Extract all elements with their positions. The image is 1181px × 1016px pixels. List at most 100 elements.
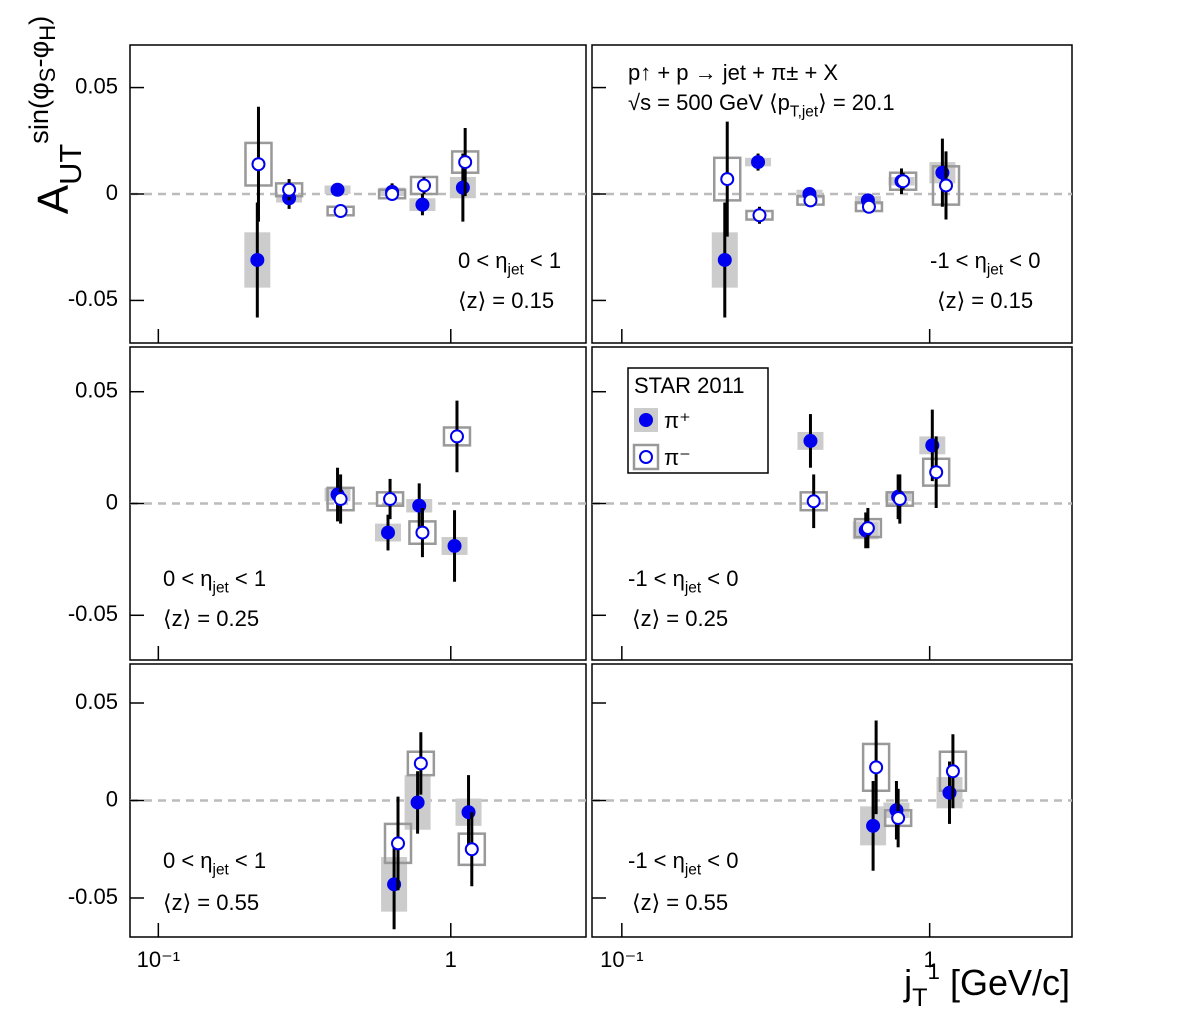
x-tick-label: 10⁻¹: [137, 947, 180, 972]
data-point: [891, 811, 906, 826]
text-part: sin(φ: [23, 82, 54, 144]
text-part: 1: [928, 959, 940, 984]
text-part: ⟩ = 20.1: [818, 90, 894, 115]
data-point: [413, 756, 428, 771]
data-point: [333, 492, 348, 507]
y-tick-label: -0.05: [68, 601, 118, 626]
text-part: < 1: [229, 566, 266, 591]
y-tick-label: 0.05: [75, 73, 118, 98]
data-point: [410, 795, 425, 810]
text-part: p↑ + p → jet + π± + X: [628, 60, 838, 85]
eta-label: 0 < ηjet < 1: [163, 566, 266, 597]
data-point: [458, 155, 473, 170]
data-point: [447, 538, 462, 553]
legend-title: STAR 2011: [634, 373, 744, 398]
x-tick-label: 10⁻¹: [600, 947, 643, 972]
data-point: [250, 252, 265, 267]
data-point: [330, 182, 345, 197]
text-part: jet: [684, 580, 702, 597]
y-tick-label: 0: [106, 786, 118, 811]
title: p↑ + p → jet + π± + X: [628, 60, 838, 85]
text-part: < 1: [524, 248, 561, 273]
text-part: -φ: [23, 41, 54, 68]
data-point: [869, 760, 884, 775]
y-tick-label: -0.05: [68, 286, 118, 311]
title: √s = 500 GeV ⟨pT,jet⟩ = 20.1: [628, 90, 895, 121]
data-point: [417, 178, 432, 193]
data-point: [929, 465, 944, 480]
data-point: [803, 433, 818, 448]
legend-swatch: [632, 443, 660, 471]
data-point: [945, 764, 960, 779]
z-label: ⟨z⟩ = 0.25: [632, 606, 728, 631]
data-point: [717, 252, 732, 267]
text-part: 0 < η: [163, 566, 213, 591]
x-tick-label: 1: [445, 947, 457, 972]
eta-label: -1 < ηjet < 0: [628, 566, 738, 597]
data-point: [803, 193, 818, 208]
data-point: [333, 204, 348, 219]
legend-marker: [639, 450, 653, 464]
data-point: [415, 525, 430, 540]
data-point: [449, 429, 464, 444]
legend-label: π⁻: [664, 445, 691, 470]
text-part: √s = 500 GeV ⟨p: [628, 90, 790, 115]
data-point: [938, 178, 953, 193]
legend-label: π⁺: [664, 408, 691, 433]
data-point: [806, 494, 821, 509]
text-part: H: [35, 25, 60, 41]
text-part: -1 < η: [628, 848, 685, 873]
text-part: -1 < η: [628, 566, 685, 591]
eta-label: 0 < ηjet < 1: [163, 848, 266, 879]
text-part: 0 < η: [458, 248, 508, 273]
x-axis-label: jT1 [GeV/c]: [903, 959, 1070, 1012]
data-point: [385, 187, 400, 201]
z-label: ⟨z⟩ = 0.25: [163, 606, 259, 631]
data-point: [720, 172, 735, 187]
text-part: < 1: [229, 848, 266, 873]
text-part: T,jet: [790, 104, 819, 121]
data-point: [896, 174, 911, 189]
data-point: [391, 836, 406, 851]
text-part: jet: [684, 862, 702, 879]
z-label: ⟨z⟩ = 0.15: [937, 288, 1033, 313]
eta-label: -1 < ηjet < 0: [628, 848, 738, 879]
y-tick-label: -0.05: [68, 884, 118, 909]
y-tick-label: 0.05: [75, 689, 118, 714]
text-part: jet: [507, 262, 525, 279]
text-part: < 0: [701, 566, 738, 591]
y-tick-label: 0: [106, 180, 118, 205]
x-tick-label: 1: [924, 947, 936, 972]
data-point: [861, 199, 876, 214]
z-label: ⟨z⟩ = 0.15: [458, 288, 554, 313]
text-part: S: [35, 68, 60, 83]
text-part: < 0: [701, 848, 738, 873]
z-label: ⟨z⟩ = 0.55: [632, 890, 728, 915]
y-tick-label: 0.05: [75, 378, 118, 403]
text-part: [GeV/c]: [940, 962, 1070, 1003]
text-part: UT: [53, 144, 88, 185]
text-part: ): [23, 16, 54, 25]
z-label: ⟨z⟩ = 0.55: [163, 890, 259, 915]
eta-label: 0 < ηjet < 1: [458, 248, 561, 279]
text-part: j: [903, 962, 912, 1003]
text-part: A: [29, 184, 78, 214]
data-point: [752, 208, 767, 223]
text-part: T: [912, 984, 927, 1012]
data-point: [892, 492, 907, 507]
text-part: 0 < η: [163, 848, 213, 873]
text-part: jet: [212, 580, 230, 597]
data-point: [751, 155, 766, 170]
eta-label: -1 < ηjet < 0: [930, 248, 1040, 279]
y-tick-label: 0: [106, 489, 118, 514]
data-point: [282, 182, 297, 197]
data-point: [860, 521, 875, 536]
text-part: jet: [212, 862, 230, 879]
data-point: [455, 180, 470, 195]
legend-marker: [639, 413, 653, 427]
text-part: < 0: [1003, 248, 1040, 273]
data-point: [866, 818, 881, 833]
text-part: jet: [986, 262, 1004, 279]
data-point: [415, 197, 430, 212]
